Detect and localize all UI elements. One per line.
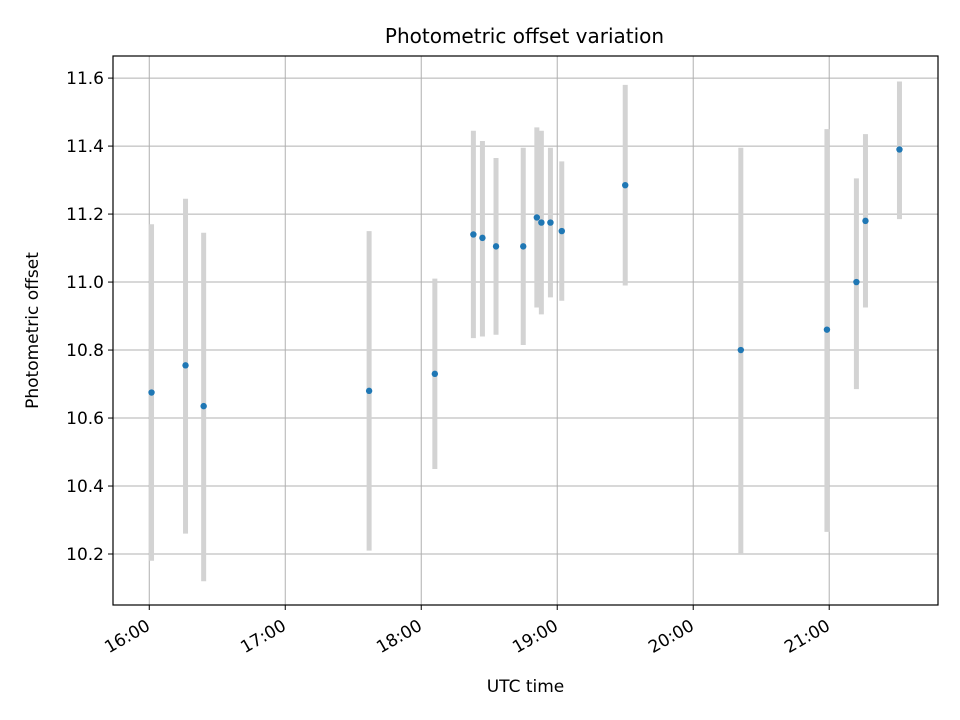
chart-title: Photometric offset variation: [385, 24, 664, 48]
y-tick-label: 11.6: [66, 69, 104, 89]
data-point: [148, 389, 155, 396]
y-axis-ticks: 10.2 10.4 10.6 10.8 11.0 11.2 11.4 11.6: [66, 69, 113, 565]
data-points: [148, 146, 903, 410]
y-tick-label: 11.4: [66, 137, 104, 157]
y-tick-label: 10.8: [66, 341, 104, 361]
data-point: [479, 234, 486, 242]
y-tick-label: 10.2: [66, 545, 104, 565]
data-point: [492, 243, 500, 250]
data-point: [431, 370, 439, 378]
data-point: [182, 362, 189, 369]
data-point: [520, 243, 527, 250]
data-point: [538, 219, 545, 226]
data-point: [470, 231, 477, 238]
y-tick-label: 11.2: [66, 205, 104, 225]
data-point: [853, 278, 860, 286]
data-point: [896, 146, 903, 153]
data-point: [558, 227, 565, 235]
y-axis-label: Photometric offset: [23, 252, 43, 409]
plot-frame: [112, 55, 939, 606]
y-tick-label: 10.4: [66, 477, 104, 497]
y-tick-label: 11.0: [66, 273, 104, 293]
x-axis-label: UTC time: [487, 677, 565, 697]
data-point: [200, 402, 207, 410]
data-point: [365, 387, 373, 395]
data-point: [622, 181, 629, 189]
data-point: [533, 214, 541, 221]
data-point: [737, 346, 745, 354]
data-point: [823, 326, 831, 333]
data-point: [862, 217, 869, 225]
y-tick-label: 10.6: [66, 409, 104, 429]
data-point: [547, 219, 554, 226]
